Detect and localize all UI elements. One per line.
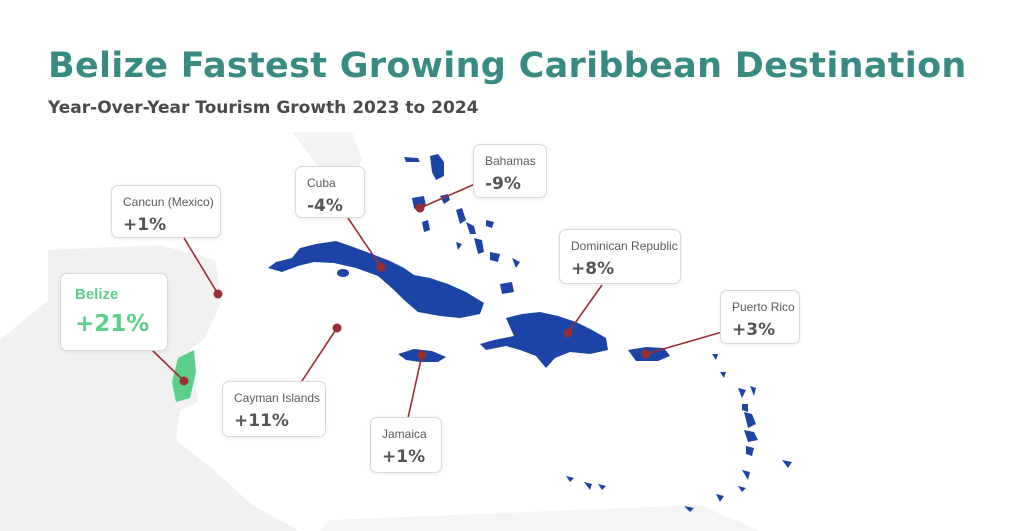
card-cuba: Cuba -4% bbox=[295, 166, 365, 218]
dot-belize bbox=[179, 376, 189, 386]
card-bahamas: Bahamas -9% bbox=[473, 144, 547, 198]
card-belize-growth: +21% bbox=[75, 311, 150, 337]
card-belize-name: Belize bbox=[75, 286, 119, 303]
card-cancun-growth: +1% bbox=[123, 215, 167, 235]
leader-bahamas bbox=[419, 183, 476, 209]
leader-cancun bbox=[183, 237, 219, 295]
dot-puerto-rico bbox=[641, 349, 651, 359]
belize-shape bbox=[172, 350, 196, 402]
dot-jamaica bbox=[417, 350, 427, 360]
card-puerto-rico-growth: +3% bbox=[732, 320, 776, 340]
lesser-antilles-islands bbox=[566, 354, 792, 512]
south-america-landmass bbox=[320, 505, 760, 531]
leader-cayman bbox=[295, 327, 338, 391]
card-dominican-growth: +8% bbox=[571, 259, 615, 279]
card-cayman-growth: +11% bbox=[234, 411, 289, 431]
dot-cayman bbox=[332, 323, 342, 333]
dot-cancun bbox=[213, 289, 223, 299]
card-belize: Belize +21% bbox=[60, 273, 168, 351]
leader-puerto-rico bbox=[645, 331, 723, 355]
card-cayman-name: Cayman Islands bbox=[234, 391, 321, 405]
hispaniola-shape bbox=[480, 312, 608, 368]
card-cayman-islands: Cayman Islands +11% bbox=[222, 381, 326, 437]
card-jamaica: Jamaica +1% bbox=[370, 417, 442, 473]
card-jamaica-name: Jamaica bbox=[382, 427, 427, 441]
card-cuba-name: Cuba bbox=[307, 176, 336, 190]
card-bahamas-growth: -9% bbox=[485, 174, 521, 194]
card-jamaica-growth: +1% bbox=[382, 447, 426, 467]
leader-lines bbox=[151, 183, 723, 419]
dot-cuba bbox=[376, 262, 386, 272]
leader-cuba bbox=[347, 217, 382, 268]
card-dominican-republic: Dominican Republic +8% bbox=[559, 229, 681, 284]
leader-jamaica bbox=[407, 354, 423, 419]
page-subtitle: Year-Over-Year Tourism Growth 2023 to 20… bbox=[48, 98, 479, 118]
location-dots bbox=[179, 203, 651, 386]
card-puerto-rico: Puerto Rico +3% bbox=[720, 290, 800, 344]
card-cuba-growth: -4% bbox=[307, 196, 343, 216]
leader-dominican bbox=[567, 284, 603, 334]
dot-bahamas bbox=[415, 203, 425, 213]
card-puerto-rico-name: Puerto Rico bbox=[732, 300, 795, 314]
cuba-shape bbox=[268, 241, 484, 318]
dot-dominican bbox=[563, 328, 573, 338]
isle-of-youth-shape bbox=[337, 269, 349, 277]
card-dominican-name: Dominican Republic bbox=[571, 239, 678, 253]
card-cancun-name: Cancun (Mexico) bbox=[123, 195, 214, 209]
card-cancun: Cancun (Mexico) +1% bbox=[111, 185, 221, 238]
card-bahamas-name: Bahamas bbox=[485, 154, 536, 168]
leader-belize bbox=[151, 349, 185, 382]
page-title: Belize Fastest Growing Caribbean Destina… bbox=[48, 46, 967, 86]
